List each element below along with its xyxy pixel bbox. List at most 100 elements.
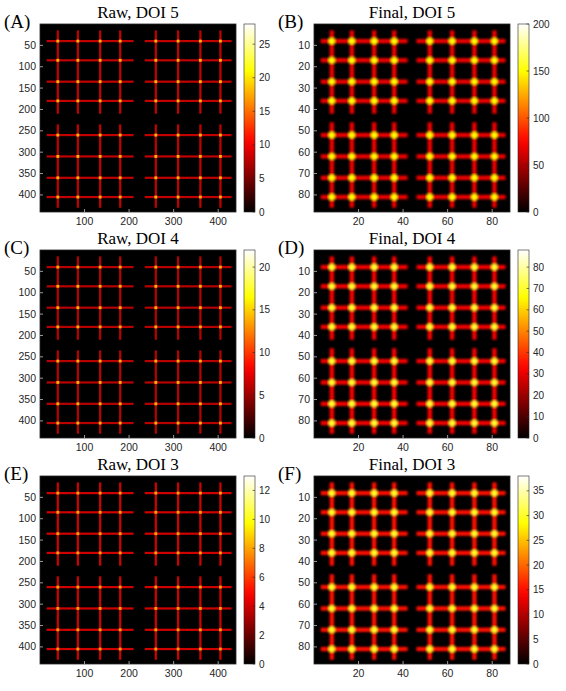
crossing-peak (472, 358, 478, 364)
crossing-peak (449, 264, 455, 270)
crossing-peak (449, 509, 455, 515)
crossing-peak (177, 628, 180, 631)
horizontal-line (416, 154, 505, 158)
crossing-peak (492, 420, 498, 426)
vertical-line (492, 482, 496, 565)
colorbar-tick (253, 309, 256, 310)
horizontal-line (416, 380, 505, 384)
x-tick (129, 661, 130, 664)
horizontal-line (416, 176, 505, 180)
plot-background (314, 476, 510, 664)
plot-background (40, 250, 236, 438)
crossing-peak (329, 132, 335, 138)
horizontal-line (145, 648, 232, 650)
y-tick (314, 88, 317, 89)
crossing-peak (349, 57, 355, 63)
crossing-peak (219, 551, 222, 554)
horizontal-line (145, 492, 232, 494)
crossing-peak (329, 490, 335, 496)
colorbar-tick-label: 0 (533, 433, 539, 444)
crossing-peak (199, 59, 202, 62)
horizontal-line (416, 585, 505, 589)
horizontal-line (145, 40, 232, 42)
colorbar-tick (527, 395, 530, 396)
crossing-peak (472, 57, 478, 63)
y-tick (40, 420, 43, 421)
horizontal-line (47, 155, 134, 157)
horizontal-line (321, 628, 408, 632)
horizontal-line (47, 403, 134, 405)
y-tick-label: 250 (18, 124, 36, 136)
vertical-line (428, 256, 432, 339)
y-tick-label: 150 (18, 82, 36, 94)
horizontal-line (416, 58, 505, 62)
crossing-peak (371, 401, 377, 407)
colorbar-tick-label: 40 (533, 347, 545, 358)
crossing-peak (56, 360, 59, 363)
crossing-peak (349, 380, 355, 386)
crossing-peak (99, 511, 102, 514)
horizontal-line (145, 552, 232, 554)
colorbar-tick (527, 664, 530, 665)
colorbar-tick-label: 80 (533, 262, 545, 273)
crossing-peak (56, 551, 59, 554)
crossing-peak (177, 532, 180, 535)
crossing-peak (329, 509, 335, 515)
crossing-peak (99, 59, 102, 62)
vertical-line (99, 350, 101, 433)
crossing-peak (492, 358, 498, 364)
heatmap-marks (47, 30, 232, 207)
crossing-peak (492, 627, 498, 633)
crossing-peak (76, 628, 79, 631)
crossing-peak (119, 381, 122, 384)
colorbar-tick (527, 165, 530, 166)
crossing-peak (391, 79, 397, 85)
x-tick-label: 80 (486, 215, 498, 227)
x-tick-label: 40 (397, 667, 409, 679)
vertical-line (372, 482, 376, 565)
y-tick-label: 10 (298, 491, 310, 503)
crossing-peak (56, 511, 59, 514)
vertical-line (177, 124, 179, 207)
crossing-peak (177, 360, 180, 363)
x-tick-label: 200 (120, 215, 138, 227)
x-tick (403, 209, 404, 212)
crossing-peak (219, 134, 222, 137)
colorbar-tick-label: 10 (533, 411, 545, 422)
vertical-line (450, 482, 454, 565)
colorbar-tick (527, 212, 530, 213)
crossing-peak (391, 305, 397, 311)
colorbar-tick (527, 71, 530, 72)
horizontal-line (416, 551, 505, 555)
y-tick (40, 604, 43, 605)
vertical-line (392, 256, 396, 339)
x-tick-label: 200 (120, 441, 138, 453)
crossing-peak (119, 176, 122, 179)
colorbar-tick-label: 10 (259, 347, 271, 358)
vertical-line (77, 124, 79, 207)
crossing-peak (449, 194, 455, 200)
crossing-peak (492, 324, 498, 330)
crossing-peak (119, 402, 122, 405)
colorbar-tick (527, 331, 530, 332)
y-tick-label: 50 (24, 265, 36, 277)
crossing-peak (391, 283, 397, 289)
crossing-peak (76, 586, 79, 589)
crossing-peak (154, 134, 157, 137)
crossing-peak (199, 648, 202, 651)
y-tick-label: 350 (18, 619, 36, 631)
crossing-peak (492, 98, 498, 104)
crossing-peak (329, 175, 335, 181)
vertical-line (428, 574, 432, 659)
crossing-peak (472, 584, 478, 590)
colorbar-tick-label: 12 (259, 485, 271, 496)
vertical-line (99, 576, 101, 659)
crossing-peak (76, 99, 79, 102)
vertical-line (219, 350, 221, 433)
x-tick (358, 209, 359, 212)
crossing-peak (154, 306, 157, 309)
crossing-peak (219, 586, 222, 589)
y-tick-label: 40 (298, 329, 310, 341)
crossing-peak (154, 402, 157, 405)
crossing-peak (371, 283, 377, 289)
